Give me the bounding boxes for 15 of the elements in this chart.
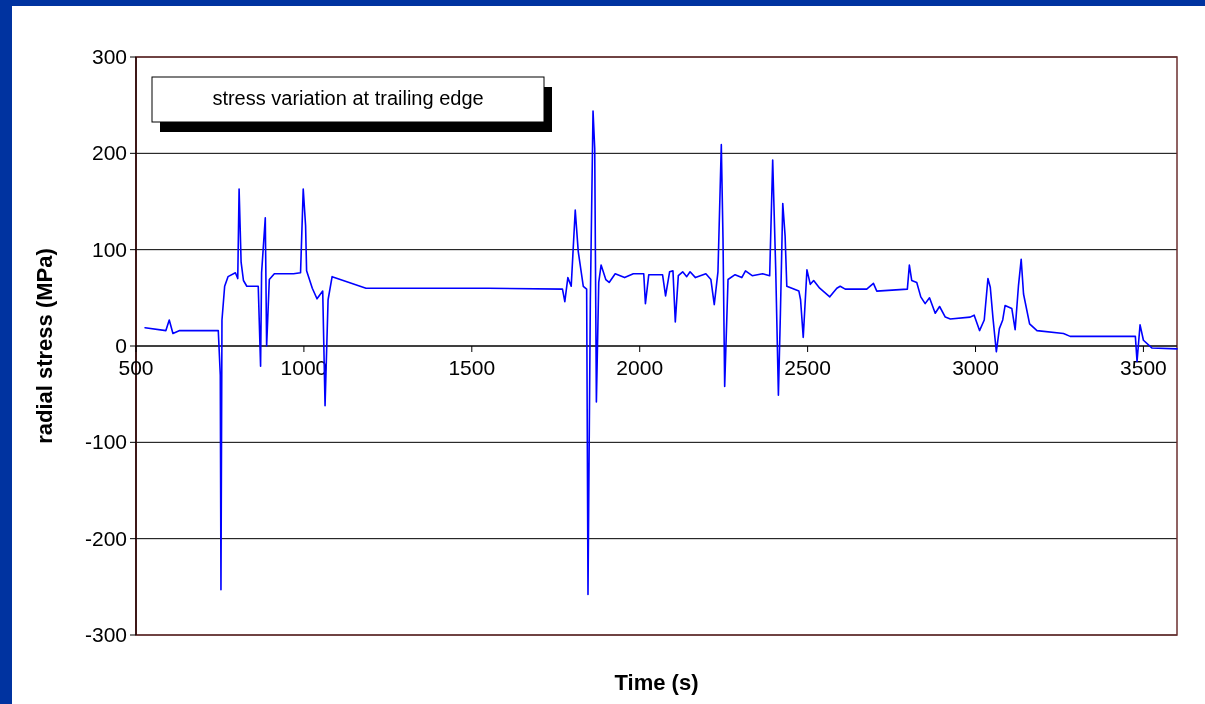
y-tick-label: 300 — [91, 45, 127, 68]
y-tick-label: 0 — [115, 334, 127, 357]
x-tick-label: 2500 — [784, 356, 831, 379]
y-axis-title: radial stress (MPa) — [32, 248, 57, 444]
y-tick-label: -300 — [84, 623, 127, 646]
y-tick-label: -100 — [84, 430, 127, 454]
x-tick-label: 1500 — [448, 356, 496, 379]
x-axis-title: Time (s) — [614, 670, 699, 695]
x-tick-label: 2000 — [616, 356, 664, 379]
y-tick-label: 100 — [91, 237, 127, 261]
y-tick-label: -200 — [84, 526, 127, 550]
x-tick-label: 3000 — [952, 356, 999, 379]
y-tick-label: 200 — [91, 141, 127, 165]
x-tick-label: 3500 — [1120, 356, 1167, 379]
annotation: stress variation at trailing edge — [212, 87, 484, 109]
